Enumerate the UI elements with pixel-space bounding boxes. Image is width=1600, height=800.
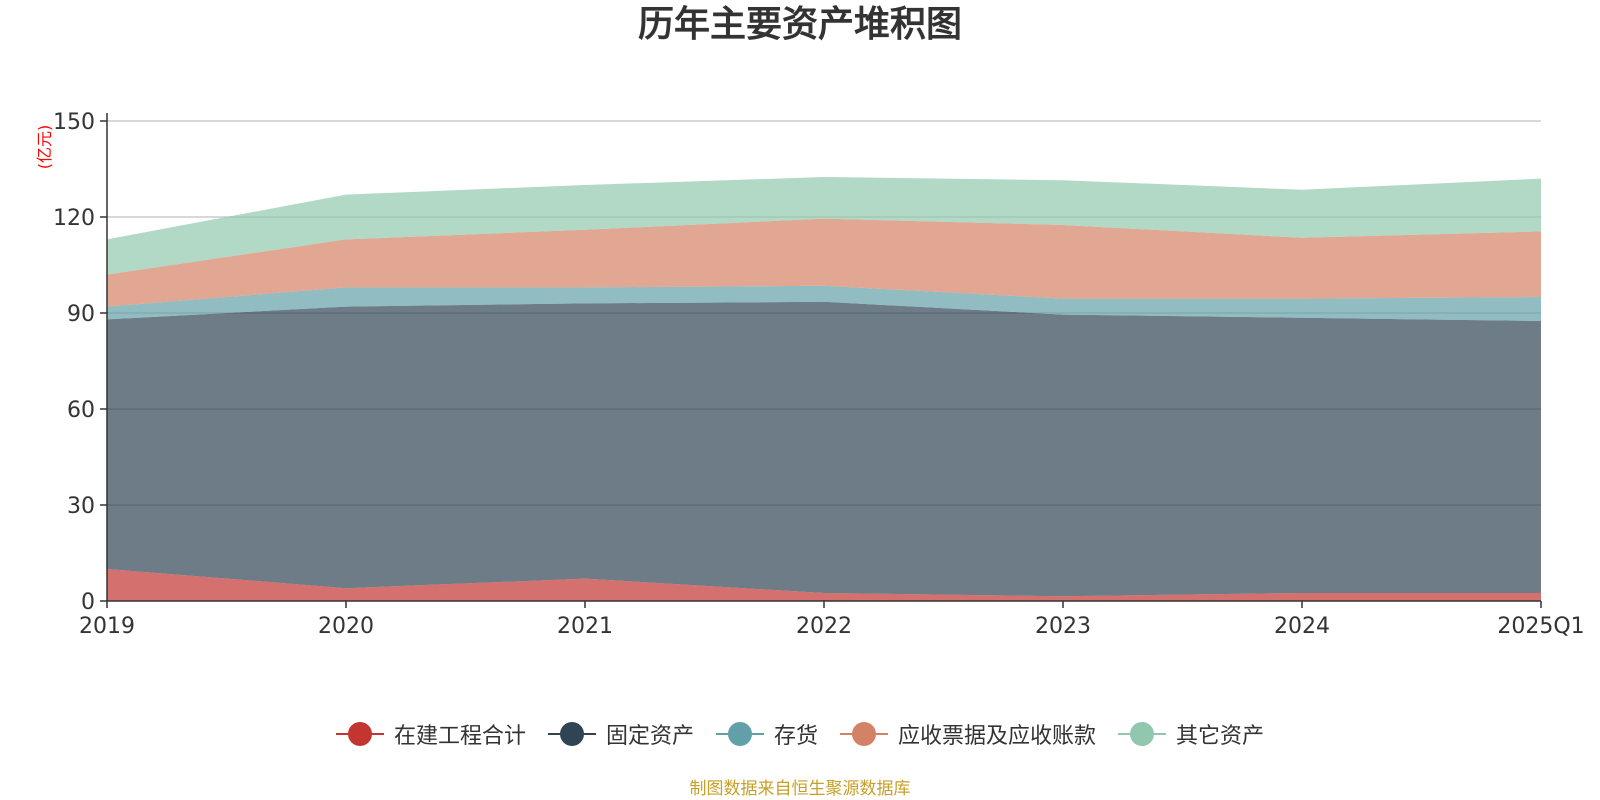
x-tick-label: 2023 (1035, 614, 1091, 639)
legend-marker-icon (335, 721, 384, 747)
chart-title: 历年主要资产堆积图 (637, 4, 962, 45)
area-series-5 (107, 177, 1541, 275)
y-tick-label: 30 (67, 494, 95, 519)
legend-item-1[interactable]: 在建工程合计 (335, 718, 526, 750)
legend-label: 在建工程合计 (393, 724, 526, 749)
source-note: 制图数据来自恒生聚源数据库 (689, 779, 911, 799)
y-tick-label: 120 (53, 206, 95, 231)
x-tick-label: 2025Q1 (1497, 614, 1584, 639)
legend-label: 存货 (773, 724, 818, 749)
y-axis-unit: (亿元) (35, 125, 54, 170)
legend-label: 固定资产 (605, 724, 694, 749)
legend-marker-icon (547, 721, 596, 747)
legend-item-2[interactable]: 固定资产 (547, 718, 694, 750)
x-tick-label: 2024 (1274, 614, 1330, 639)
y-tick-label: 150 (53, 110, 95, 135)
y-tick-label: 90 (67, 302, 95, 327)
x-tick-label: 2020 (318, 614, 374, 639)
area-series-2 (107, 301, 1541, 597)
legend-label: 其它资产 (1176, 724, 1265, 749)
legend-marker-icon (715, 721, 764, 747)
legend-item-4[interactable]: 应收票据及应收账款 (840, 718, 1096, 750)
y-tick-label: 60 (67, 398, 95, 423)
legend-marker-icon (840, 721, 888, 747)
x-tick-label: 2021 (557, 614, 613, 639)
area-series (107, 177, 1541, 601)
area-series-3 (107, 285, 1541, 321)
x-tick-label: 2022 (796, 614, 852, 639)
area-series-1 (107, 569, 1541, 601)
legend: 在建工程合计 固定资产 存货 应收票据及应收账款 其它资产 (0, 718, 1600, 750)
area-series-4 (107, 218, 1541, 307)
legend-item-3[interactable]: 存货 (715, 718, 818, 750)
legend-marker-icon (1118, 721, 1167, 747)
legend-label: 应收票据及应收账款 (898, 724, 1097, 749)
y-tick-label: 0 (81, 590, 95, 615)
legend-item-5[interactable]: 其它资产 (1118, 718, 1264, 750)
x-tick-label: 2019 (79, 614, 135, 639)
stacked-area-chart: 0 30 60 90 120 150 2019 2020 2021 2022 2023 2024 202… (35, 110, 1585, 639)
axes: 0 30 60 90 120 150 2019 2020 2021 2022 2023 2024 202… (53, 110, 1585, 639)
